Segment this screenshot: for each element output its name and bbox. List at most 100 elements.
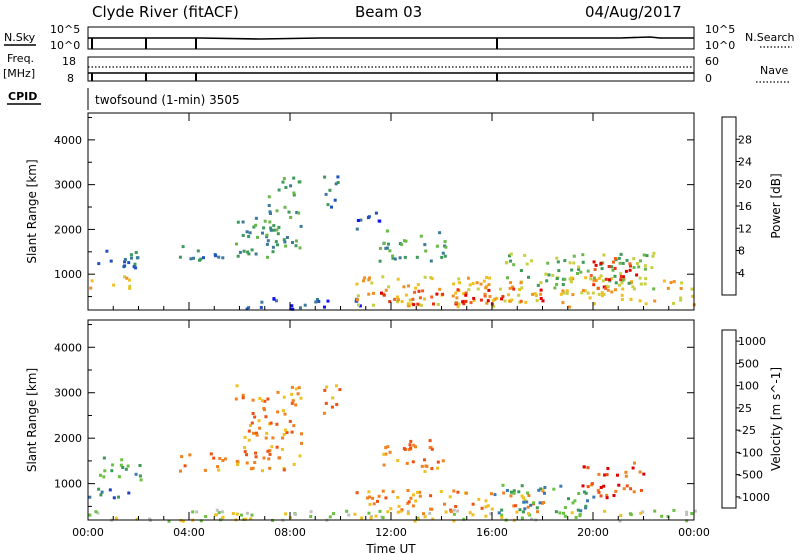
echo-cell bbox=[487, 283, 491, 287]
echo-cell bbox=[408, 443, 412, 447]
echo-cell bbox=[356, 298, 359, 302]
echo-cell bbox=[300, 441, 303, 445]
echo-cell bbox=[285, 236, 289, 239]
echo-cell bbox=[517, 293, 521, 297]
echo-cell bbox=[335, 384, 338, 388]
echo-cell bbox=[355, 491, 359, 495]
colorbar: 4 8 12 16 20 24 28 Power [dB] bbox=[721, 116, 783, 296]
y-tick-label: 2000 bbox=[54, 432, 82, 445]
echo-cell bbox=[406, 501, 410, 505]
echo-cell bbox=[517, 490, 521, 494]
echo-cell bbox=[485, 301, 489, 305]
echo-cell bbox=[417, 289, 421, 293]
echo-cell bbox=[235, 512, 239, 516]
echo-cell bbox=[586, 499, 589, 503]
echo-cell bbox=[138, 474, 142, 478]
echo-cell bbox=[282, 433, 286, 436]
echo-cell bbox=[430, 447, 434, 451]
echo-cell bbox=[297, 386, 301, 390]
echo-cell bbox=[242, 249, 246, 253]
echo-cell bbox=[570, 511, 574, 515]
echo-cell bbox=[428, 512, 432, 515]
echo-cell bbox=[570, 268, 574, 272]
echo-cell bbox=[245, 453, 248, 457]
echo-cell bbox=[685, 510, 689, 514]
echo-cell bbox=[416, 490, 419, 494]
echo-cell bbox=[381, 489, 385, 493]
echo-cell bbox=[135, 517, 139, 521]
echo-cell bbox=[277, 188, 281, 192]
echo-cell bbox=[274, 240, 278, 244]
echo-cell bbox=[509, 252, 513, 256]
echo-cell bbox=[425, 464, 429, 468]
echo-cell bbox=[420, 464, 424, 468]
echo-cell bbox=[563, 514, 567, 518]
echo-cell bbox=[482, 279, 486, 283]
echo-cell bbox=[520, 516, 524, 520]
echo-cell bbox=[619, 514, 623, 518]
echo-cell bbox=[345, 509, 349, 513]
echo-cell bbox=[448, 495, 452, 499]
echo-cell bbox=[424, 249, 428, 253]
echo-cell bbox=[483, 292, 487, 296]
echo-cell bbox=[604, 277, 608, 281]
echo-cell bbox=[606, 467, 610, 470]
echo-cell bbox=[267, 195, 271, 199]
echo-cell bbox=[579, 509, 583, 513]
echo-cell bbox=[134, 251, 138, 254]
echo-cell bbox=[605, 496, 609, 500]
echo-cell bbox=[601, 279, 605, 283]
echo-cell bbox=[472, 296, 476, 300]
echo-cell bbox=[362, 279, 365, 283]
echo-cell bbox=[599, 274, 603, 278]
echo-cell bbox=[439, 490, 443, 493]
echo-cell bbox=[500, 508, 504, 512]
echo-cell bbox=[367, 278, 371, 282]
echo-cell bbox=[250, 421, 254, 425]
nsky-trace bbox=[88, 36, 694, 40]
colorbar-tick-label: 4 bbox=[738, 267, 745, 280]
echo-cell bbox=[512, 287, 516, 291]
echo-cell bbox=[355, 282, 359, 286]
echo-cell bbox=[88, 513, 92, 517]
colorbar-tick-label: 1000 bbox=[738, 335, 766, 348]
echo-cell bbox=[236, 220, 240, 224]
echo-cell bbox=[539, 288, 543, 292]
colorbar-tick-label: -25 bbox=[738, 424, 756, 437]
echo-cell bbox=[409, 496, 413, 500]
echo-cell bbox=[432, 302, 435, 306]
echo-cell bbox=[243, 446, 247, 449]
echo-cell bbox=[378, 509, 382, 513]
echo-cell bbox=[514, 504, 518, 508]
echo-cell bbox=[412, 443, 416, 447]
echo-cell bbox=[411, 297, 415, 301]
echo-cell bbox=[221, 459, 225, 462]
echo-cell bbox=[123, 258, 127, 261]
echo-cell bbox=[367, 292, 371, 296]
echo-cell bbox=[535, 506, 539, 510]
echo-cell bbox=[257, 419, 261, 423]
echo-cell bbox=[377, 494, 381, 498]
echo-cell bbox=[606, 285, 610, 289]
echo-cell bbox=[660, 514, 664, 518]
echo-cell bbox=[128, 284, 132, 288]
echo-cell bbox=[636, 262, 639, 265]
freq-axis-top-right: 60 bbox=[705, 55, 719, 68]
echo-cell bbox=[249, 467, 253, 471]
echo-cell bbox=[519, 269, 523, 272]
echo-cell bbox=[593, 268, 597, 271]
echo-cell bbox=[632, 257, 636, 261]
echo-cell bbox=[488, 276, 492, 280]
echo-cell bbox=[520, 494, 524, 498]
echo-cell bbox=[290, 401, 294, 405]
echo-cell bbox=[572, 261, 576, 265]
echo-cell bbox=[628, 262, 632, 266]
echo-cell bbox=[406, 302, 410, 306]
echo-cell bbox=[414, 499, 418, 503]
echo-cell bbox=[551, 273, 555, 277]
echo-cell bbox=[316, 298, 319, 301]
echo-cell bbox=[438, 231, 442, 235]
echo-cell bbox=[266, 449, 270, 453]
echo-cell bbox=[571, 501, 575, 505]
